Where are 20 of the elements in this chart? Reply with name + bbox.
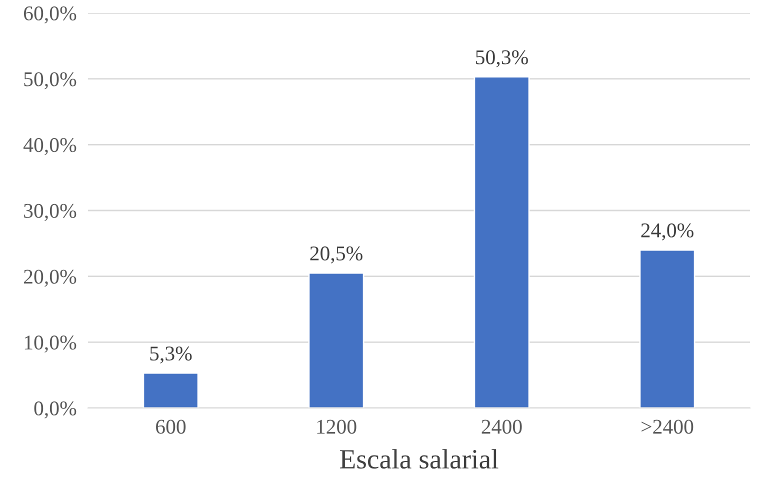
y-tick-label: 30,0% [24,204,76,221]
y-tick-label: 40,0% [23,138,76,156]
data-label: 50,3% [476,50,528,68]
y-tick-label: 60,0% [24,6,76,24]
bar [474,76,530,408]
data-label: 24,0% [641,223,694,240]
data-label: 20,5% [310,246,362,264]
y-tick-label: 20,0% [24,270,76,287]
x-axis-title: Escala salarial [340,449,498,469]
x-tick-label: 2400 [482,420,522,434]
y-tick-label: 0,0% [34,401,76,418]
bar [142,372,199,408]
y-tick-label: 50,0% [24,72,76,90]
x-tick-label: >2400 [642,420,694,434]
x-tick-label: 600 [156,420,186,434]
data-label: 5,3% [150,346,192,364]
bar [639,249,696,408]
bar [308,272,364,408]
x-tick-label: 1200 [317,420,356,434]
y-tick-label: 10,0% [24,336,76,353]
